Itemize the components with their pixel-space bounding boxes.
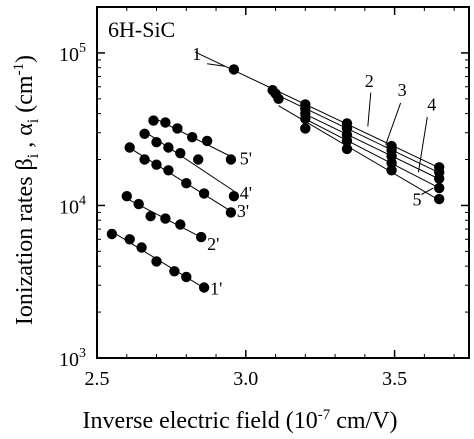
annotation-label-2: 2 [365, 71, 374, 91]
annotation-label-3: 3 [398, 80, 407, 100]
data-point-s4-p4 [434, 182, 445, 194]
data-point-s5-p2 [300, 123, 311, 134]
y-axis-label-main: Ionization rates β [12, 158, 38, 325]
data-point-s6-p2 [124, 234, 135, 245]
data-point-s8-p7 [225, 207, 237, 218]
data-point-s10-p1 [148, 115, 159, 126]
series-annotations: 1 2 34 5 1' 2' 3'4' 5' [192, 44, 436, 299]
data-point-s6-p6 [181, 271, 192, 283]
data-point-s6-p5 [169, 266, 180, 277]
data-point-s10-p5 [201, 135, 213, 147]
y-axis-label: Ionization rates βi , αi (cm-1) [11, 55, 42, 325]
data-point-s7-p4 [160, 213, 171, 224]
data-point-s3-p4 [434, 173, 445, 184]
data-point-s7-p3 [145, 211, 156, 222]
fit-line-3 [305, 113, 440, 180]
annotation-label-8: 3' [237, 201, 249, 221]
data-point-s4-p1 [300, 113, 311, 125]
plot-frame [96, 6, 470, 359]
x-tick-label-3: 3.5 [382, 368, 407, 390]
data-point-s5-p1 [273, 93, 284, 105]
y-axis-label-unit: (cm [12, 75, 38, 119]
x-tick-label-2: 3.0 [233, 368, 258, 390]
data-point-s10-p3 [172, 123, 183, 134]
data-point-s5-p5 [434, 193, 445, 205]
data-points [106, 64, 445, 293]
data-point-s8-p5 [181, 178, 192, 189]
annotation-label-10: 5' [240, 149, 252, 169]
y-axis-label-sub-alpha: i [25, 118, 42, 123]
y-tick-label-2: 104 [59, 193, 86, 218]
annotation-label-4: 4 [427, 94, 436, 114]
data-point-s6-p7 [198, 282, 210, 293]
data-point-s8-p3 [151, 159, 162, 170]
data-point-s7-p5 [175, 219, 186, 230]
data-point-s4-p2 [341, 135, 353, 147]
x-tick-label-1: 2.5 [85, 368, 110, 390]
data-point-s6-p4 [151, 256, 162, 267]
annotation-leader-1 [207, 63, 226, 67]
data-point-s7-p6 [196, 231, 207, 243]
y-axis-label-close: ) [12, 55, 38, 63]
fit-line-4 [305, 118, 440, 189]
x-axis-label-exponent: -7 [318, 407, 331, 423]
data-point-s8-p1 [124, 142, 135, 153]
data-point-s8-p6 [198, 188, 210, 199]
data-point-s9-p2 [151, 137, 162, 148]
data-point-s8-p2 [139, 154, 150, 165]
fit-line-2 [275, 93, 440, 174]
annotation-label-6: 1' [210, 279, 222, 299]
x-axis-label: Inverse electric field (10-7 cm/V) [82, 407, 397, 434]
data-point-s6-p3 [136, 242, 147, 253]
annotation-label-7: 2' [207, 234, 219, 254]
inset-label: 6H-SiC [108, 17, 175, 42]
data-point-s9-p1 [139, 128, 150, 139]
y-axis-label-mid: , α [12, 123, 38, 154]
data-point-s10-p2 [160, 117, 171, 128]
data-point-s9-p5 [193, 154, 204, 165]
annotation-leader-3 [385, 102, 402, 145]
annotation-label-5: 5 [413, 190, 422, 210]
data-point-s5-p4 [386, 165, 397, 176]
data-point-s9-p4 [175, 148, 186, 159]
y-axis-label-exponent: -1 [11, 63, 27, 76]
data-point-s6-p1 [106, 228, 118, 240]
y-tick-label-3: 105 [59, 41, 86, 66]
x-axis-label-main: Inverse electric field (10 [82, 408, 317, 434]
annotation-label-1: 1 [192, 44, 201, 64]
data-point-s10-p4 [187, 132, 198, 143]
annotation-leader-2 [367, 92, 372, 127]
data-point-s9-p3 [163, 142, 174, 153]
annotation-leader-4 [417, 116, 428, 173]
y-axis: 103 104 105 [59, 6, 469, 371]
data-point-s5-p3 [341, 143, 353, 155]
x-axis: 2.5 3.0 3.5 [85, 7, 455, 390]
y-axis-label-sub-beta: i [25, 153, 42, 158]
data-point-s1-p1 [228, 64, 240, 75]
y-tick-label-1: 103 [59, 346, 86, 371]
data-point-s10-p6 [225, 154, 237, 165]
data-point-s4-p3 [386, 157, 397, 169]
annotation-label-9: 4' [240, 183, 252, 203]
data-point-s7-p2 [133, 198, 144, 210]
data-point-s9-p6 [228, 191, 240, 202]
data-point-s8-p4 [163, 165, 174, 176]
data-point-s7-p1 [121, 191, 132, 202]
x-axis-label-unit: cm/V) [330, 408, 397, 434]
annotation-leader-5 [421, 187, 434, 195]
